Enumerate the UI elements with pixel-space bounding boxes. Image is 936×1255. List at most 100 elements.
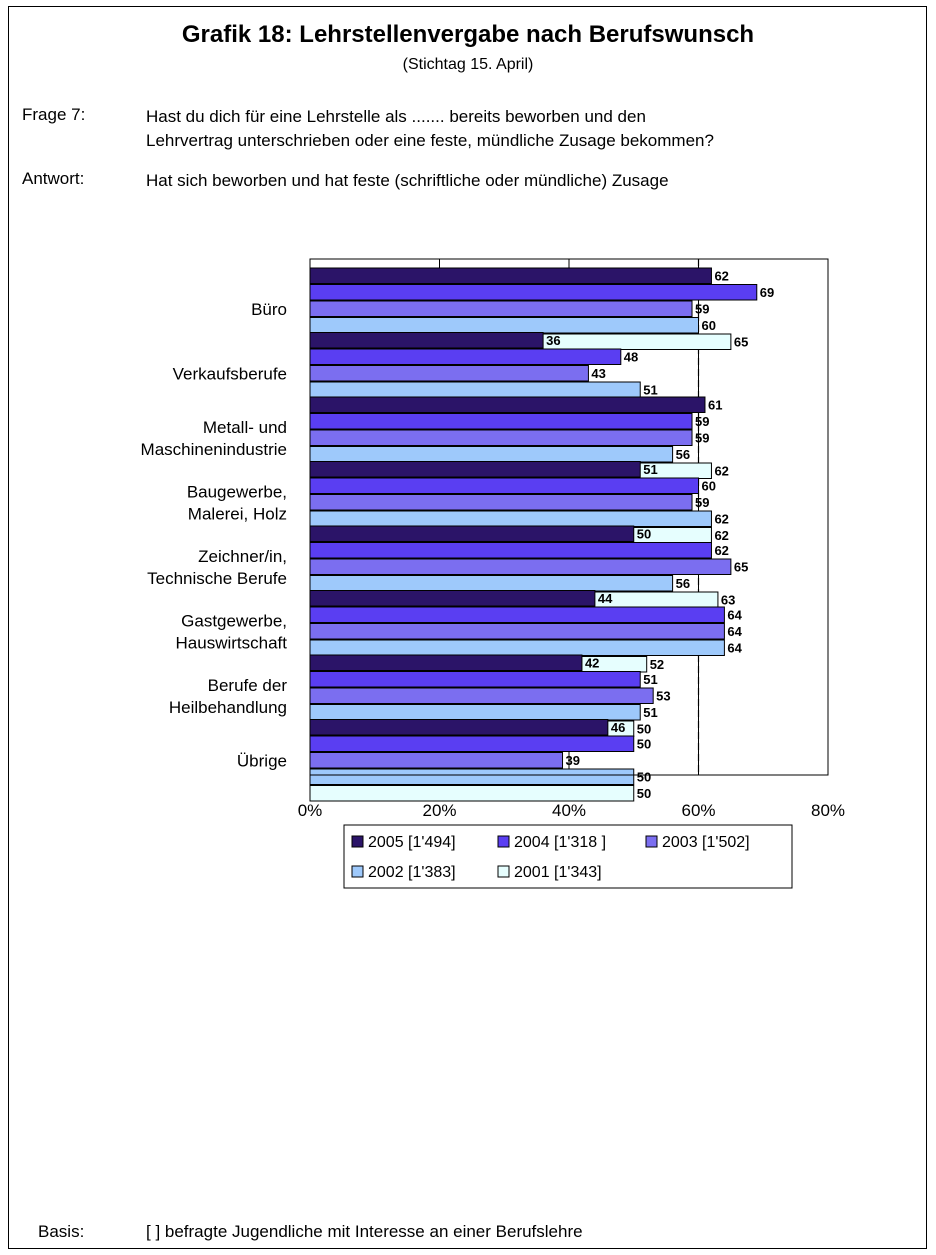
x-tick-label: 20% xyxy=(422,801,456,820)
bar-value-label: 39 xyxy=(566,753,580,768)
chart-subtitle: (Stichtag 15. April) xyxy=(402,56,534,73)
bar-value-label: 60 xyxy=(702,318,716,333)
category-label: Büro xyxy=(251,300,287,319)
bar xyxy=(309,446,674,463)
bar xyxy=(309,623,725,640)
bar xyxy=(309,396,706,413)
legend-label: 2003 [1'502] xyxy=(662,834,750,851)
answer-text: Hat sich beworben und hat feste (schrift… xyxy=(146,171,669,190)
bar xyxy=(309,381,641,398)
bar-value-label: 62 xyxy=(714,269,728,284)
bar-value-label: 51 xyxy=(643,672,657,687)
bar-value-label: 64 xyxy=(727,608,742,623)
category-label: Technische Berufe xyxy=(147,569,287,588)
legend-swatch xyxy=(497,865,510,878)
bar-value-label: 62 xyxy=(714,543,728,558)
bar xyxy=(309,671,641,688)
chart-frame xyxy=(8,6,927,1249)
legend-swatch xyxy=(497,835,510,848)
bar-value-label: 51 xyxy=(643,705,657,720)
bar-value-label: 56 xyxy=(676,447,690,462)
bar xyxy=(309,461,641,478)
bar-value-label: 61 xyxy=(708,398,722,413)
bar-value-label: 63 xyxy=(721,593,735,608)
category-label: Hauswirtschaft xyxy=(176,633,288,652)
bar-value-label: 46 xyxy=(611,720,625,735)
legend-box xyxy=(343,824,793,889)
bar-value-label: 62 xyxy=(714,464,728,479)
bar xyxy=(309,704,641,721)
bar xyxy=(309,687,654,704)
bar xyxy=(309,735,635,752)
bar-value-label: 51 xyxy=(643,462,657,477)
plot-frame xyxy=(309,258,829,776)
bar-value-label: 60 xyxy=(702,479,716,494)
basis-text: [ ] befragte Jugendliche mit Interesse a… xyxy=(146,1222,583,1241)
bar xyxy=(309,348,622,365)
bar xyxy=(309,267,712,284)
bar-value-label: 59 xyxy=(695,414,709,429)
bar-value-label: 36 xyxy=(546,333,560,348)
bar xyxy=(309,494,693,511)
category-label: Baugewerbe, xyxy=(187,482,287,501)
bar xyxy=(309,300,693,317)
bar xyxy=(309,429,693,446)
bar xyxy=(309,558,732,575)
bar-value-label: 59 xyxy=(695,302,709,317)
bar-value-label: 65 xyxy=(734,335,748,350)
x-tick-label: 60% xyxy=(681,801,715,820)
category-label: Heilbehandlung xyxy=(169,698,287,717)
legend-swatch xyxy=(351,835,364,848)
bar xyxy=(309,413,693,430)
question-line-1: Hast du dich für eine Lehrstelle als ...… xyxy=(146,107,646,126)
category-label: Gastgewerbe, xyxy=(181,611,287,630)
bar-value-label: 51 xyxy=(643,383,657,398)
bar xyxy=(309,719,609,736)
category-label: Zeichner/in, xyxy=(198,547,287,566)
bar xyxy=(309,510,712,527)
question-label: Frage 7: xyxy=(22,105,86,124)
answer-label: Antwort: xyxy=(22,169,85,188)
bar xyxy=(309,654,583,671)
bar-value-label: 50 xyxy=(637,770,651,785)
x-tick-label: 40% xyxy=(552,801,586,820)
bar-value-label: 59 xyxy=(695,495,709,510)
legend-label: 2004 [1'318 ] xyxy=(514,834,606,851)
category-label: Maschinenindustrie xyxy=(141,440,287,459)
bar xyxy=(309,284,758,301)
bar xyxy=(309,542,712,559)
bar-value-label: 69 xyxy=(760,285,774,300)
bar-value-label: 53 xyxy=(656,689,670,704)
bar-value-label: 50 xyxy=(637,737,651,752)
bar-value-label: 62 xyxy=(714,512,728,527)
bar xyxy=(309,752,564,769)
bar xyxy=(309,768,635,785)
legend-swatch xyxy=(645,835,658,848)
category-label: Verkaufsberufe xyxy=(173,364,287,383)
chart-title: Grafik 18: Lehrstellenvergabe nach Beruf… xyxy=(181,21,755,48)
bar xyxy=(309,639,725,656)
bar xyxy=(309,785,635,802)
bar xyxy=(309,606,725,623)
category-label: Berufe der xyxy=(208,676,288,695)
bar xyxy=(309,477,699,494)
bar xyxy=(309,332,544,349)
legend-label: 2005 [1'494] xyxy=(368,834,456,851)
bar-value-label: 50 xyxy=(637,722,651,737)
bar-value-label: 42 xyxy=(585,656,599,671)
category-label: Metall- und xyxy=(203,418,287,437)
bar-value-label: 64 xyxy=(727,624,742,639)
bar xyxy=(309,525,635,542)
bar-value-label: 59 xyxy=(695,431,709,446)
bar-value-label: 64 xyxy=(727,641,742,656)
x-tick-label: 80% xyxy=(811,801,845,820)
bar-value-label: 56 xyxy=(676,576,690,591)
bar xyxy=(309,575,674,592)
bar-value-label: 43 xyxy=(591,366,605,381)
bar-value-label: 48 xyxy=(624,350,638,365)
legend-label: 2002 [1'383] xyxy=(368,864,456,881)
legend-label: 2001 [1'343] xyxy=(514,864,602,881)
bar-value-label: 52 xyxy=(650,657,664,672)
bar-value-label: 44 xyxy=(598,591,613,606)
